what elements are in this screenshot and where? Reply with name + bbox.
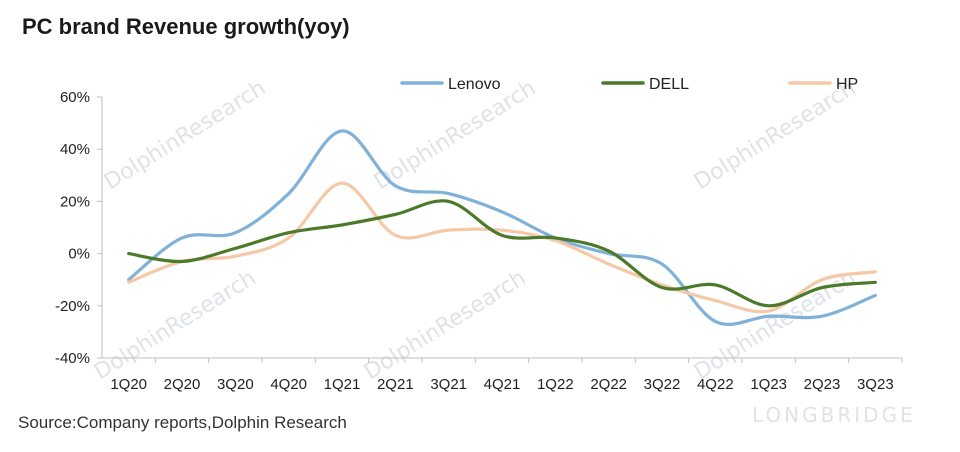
y-tick-label: 20% bbox=[60, 193, 90, 210]
watermark-text: DolphinResearch bbox=[690, 76, 860, 195]
x-tick-label: 2Q23 bbox=[804, 376, 841, 393]
y-tick-label: -40% bbox=[55, 350, 90, 367]
series-line-dell bbox=[127, 199, 877, 308]
x-tick-label: 1Q21 bbox=[324, 376, 361, 393]
y-tick-label: 40% bbox=[60, 141, 90, 158]
x-tick-label: 3Q20 bbox=[217, 376, 254, 393]
x-tick-label: 3Q21 bbox=[430, 376, 467, 393]
y-tick-label: -20% bbox=[55, 298, 90, 315]
watermark-text: DolphinResearch bbox=[90, 266, 260, 385]
series-lines bbox=[127, 129, 877, 327]
x-tick-label: 1Q20 bbox=[110, 376, 147, 393]
x-tick-label: 2Q22 bbox=[590, 376, 627, 393]
series-line-lenovo bbox=[127, 129, 877, 327]
y-tick-label: 60% bbox=[60, 89, 90, 106]
y-tick-label: 0% bbox=[68, 246, 90, 263]
x-tick-label: 4Q21 bbox=[484, 376, 521, 393]
x-tick-label: 3Q22 bbox=[644, 376, 681, 393]
source-note: Source:Company reports,Dolphin Research bbox=[18, 413, 347, 432]
x-tick-label: 4Q20 bbox=[270, 376, 307, 393]
x-tick-label: 2Q20 bbox=[164, 376, 201, 393]
watermark-text: DolphinResearch bbox=[360, 266, 530, 385]
legend-label-lenovo: Lenovo bbox=[448, 76, 501, 93]
legend-label-hp: HP bbox=[836, 76, 858, 93]
legend: Lenovo DELL HP bbox=[400, 76, 858, 93]
chart-title: PC brand Revenue growth(yoy) bbox=[22, 14, 350, 39]
watermark-longbridge: LONGBRIDGE bbox=[752, 403, 916, 427]
x-tick-label: 3Q23 bbox=[857, 376, 894, 393]
x-tick-label: 2Q21 bbox=[377, 376, 414, 393]
watermark-layer: DolphinResearch DolphinResearch DolphinRes… bbox=[90, 76, 916, 427]
watermark-text: DolphinResearch bbox=[370, 76, 540, 195]
series-line-hp bbox=[127, 181, 877, 314]
watermark-text: DolphinResearch bbox=[100, 76, 270, 195]
legend-label-dell: DELL bbox=[649, 76, 689, 93]
x-tick-label: 1Q23 bbox=[750, 376, 787, 393]
x-tick-label: 4Q22 bbox=[697, 376, 734, 393]
axes: -40% -20% 0% 20% 40% 60% 1Q20 2Q20 3Q20 4Q20 1Q21 2… bbox=[55, 89, 903, 393]
x-tick-label: 1Q22 bbox=[537, 376, 574, 393]
